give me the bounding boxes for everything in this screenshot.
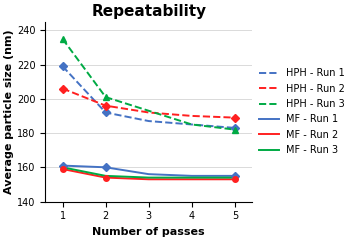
HPH - Run 2 bbox=[147, 111, 151, 114]
HPH - Run 3 bbox=[104, 96, 108, 99]
MF - Run 2 bbox=[190, 178, 194, 181]
HPH - Run 1 bbox=[147, 120, 151, 122]
HPH - Run 3 bbox=[190, 123, 194, 126]
MF - Run 3 bbox=[104, 174, 108, 177]
MF - Run 1 bbox=[104, 166, 108, 169]
MF - Run 3 bbox=[233, 176, 237, 179]
Line: HPH - Run 2: HPH - Run 2 bbox=[63, 88, 235, 118]
Title: Repeatability: Repeatability bbox=[91, 4, 206, 19]
HPH - Run 1 bbox=[233, 127, 237, 129]
HPH - Run 2 bbox=[233, 116, 237, 119]
X-axis label: Number of passes: Number of passes bbox=[92, 227, 205, 237]
MF - Run 1 bbox=[190, 174, 194, 177]
Line: HPH - Run 1: HPH - Run 1 bbox=[63, 66, 235, 128]
HPH - Run 2 bbox=[61, 87, 65, 90]
Line: MF - Run 2: MF - Run 2 bbox=[63, 169, 235, 179]
MF - Run 1 bbox=[233, 174, 237, 177]
MF - Run 2 bbox=[147, 178, 151, 181]
MF - Run 2 bbox=[233, 178, 237, 181]
MF - Run 1 bbox=[61, 164, 65, 167]
MF - Run 3 bbox=[61, 166, 65, 169]
Legend: HPH - Run 1, HPH - Run 2, HPH - Run 3, MF - Run 1, MF - Run 2, MF - Run 3: HPH - Run 1, HPH - Run 2, HPH - Run 3, M… bbox=[259, 68, 345, 155]
MF - Run 2 bbox=[61, 167, 65, 170]
HPH - Run 2 bbox=[104, 104, 108, 107]
MF - Run 1 bbox=[147, 173, 151, 176]
MF - Run 3 bbox=[147, 176, 151, 179]
Line: HPH - Run 3: HPH - Run 3 bbox=[63, 39, 235, 130]
MF - Run 2 bbox=[104, 176, 108, 179]
HPH - Run 1 bbox=[61, 65, 65, 68]
HPH - Run 1 bbox=[190, 123, 194, 126]
Y-axis label: Average particle size (nm): Average particle size (nm) bbox=[4, 29, 14, 194]
HPH - Run 1 bbox=[104, 111, 108, 114]
Line: MF - Run 3: MF - Run 3 bbox=[63, 167, 235, 178]
HPH - Run 3 bbox=[147, 109, 151, 112]
HPH - Run 2 bbox=[190, 114, 194, 117]
HPH - Run 3 bbox=[61, 37, 65, 40]
Line: MF - Run 1: MF - Run 1 bbox=[63, 166, 235, 176]
MF - Run 3 bbox=[190, 176, 194, 179]
HPH - Run 3 bbox=[233, 128, 237, 131]
